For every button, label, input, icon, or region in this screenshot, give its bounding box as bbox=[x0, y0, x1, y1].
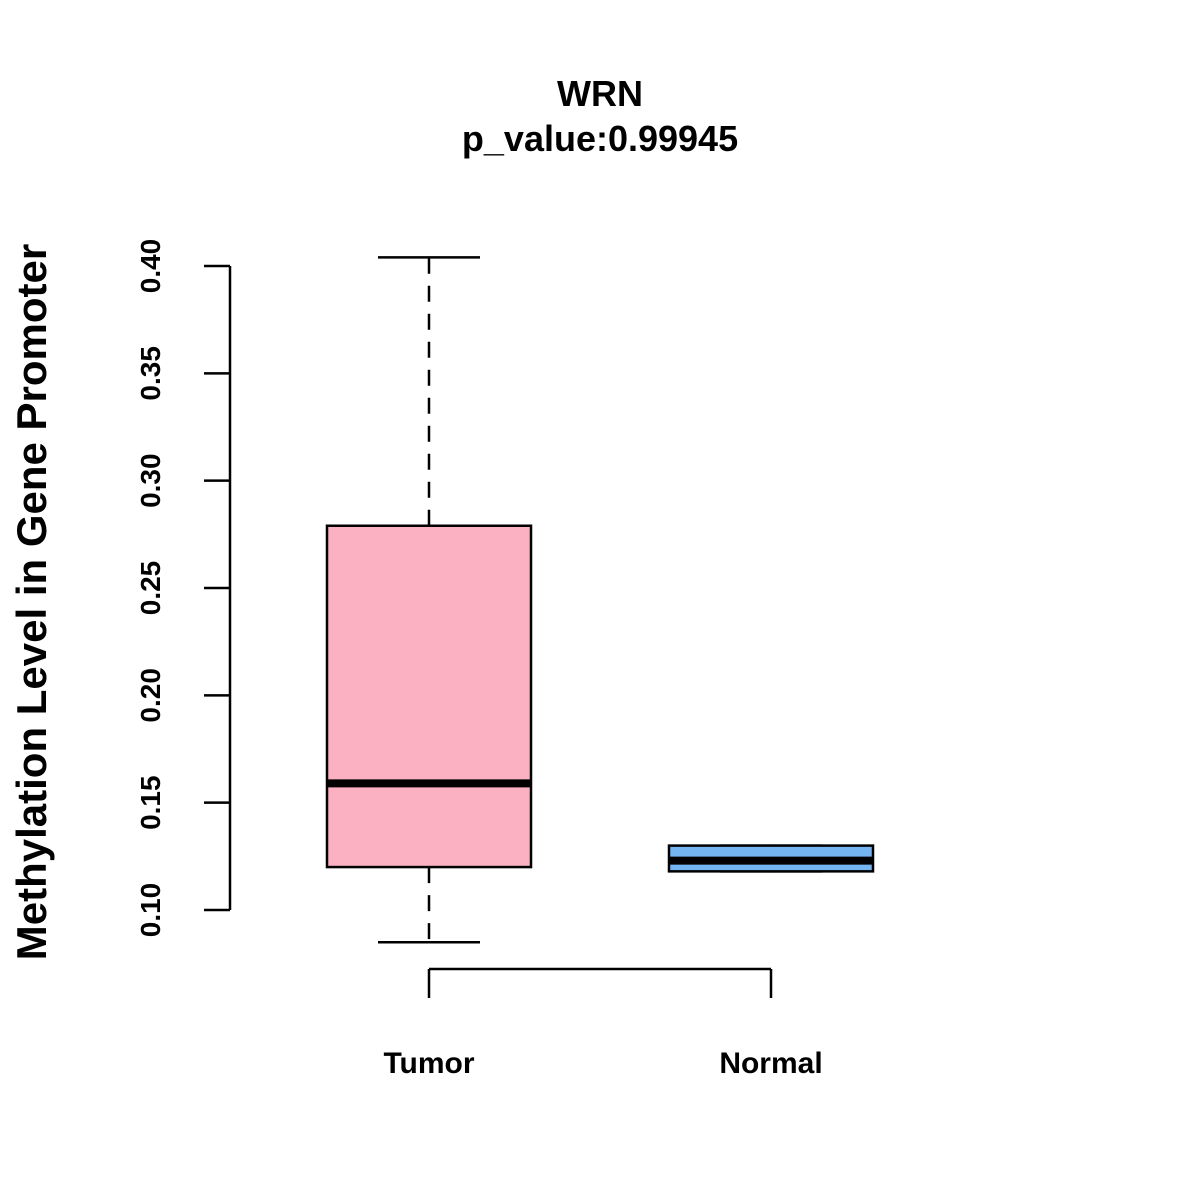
x-tick-label-tumor: Tumor bbox=[383, 1047, 474, 1080]
y-tick-label: 0.15 bbox=[135, 775, 166, 830]
iqr-box bbox=[325, 524, 533, 869]
y-tick-label: 0.10 bbox=[135, 883, 166, 938]
box-tumor bbox=[325, 256, 533, 944]
y-tick-label: 0.40 bbox=[135, 239, 166, 294]
x-axis: Tumor Normal bbox=[383, 967, 823, 1080]
chart-subtitle: p_value:0.99945 bbox=[462, 118, 738, 159]
x-tick-label-normal: Normal bbox=[719, 1047, 822, 1080]
boxes-group bbox=[325, 256, 875, 944]
box-normal bbox=[667, 844, 875, 873]
y-axis: 0.10 0.15 0.20 0.25 0.30 0.35 0.40 bbox=[135, 239, 232, 938]
y-tick-label: 0.30 bbox=[135, 453, 166, 508]
y-tick-label: 0.35 bbox=[135, 346, 166, 401]
y-axis-label: Methylation Level in Gene Promoter bbox=[8, 244, 55, 960]
y-tick-label: 0.20 bbox=[135, 668, 166, 723]
y-tick-label: 0.25 bbox=[135, 561, 166, 616]
chart-title: WRN bbox=[557, 73, 643, 114]
